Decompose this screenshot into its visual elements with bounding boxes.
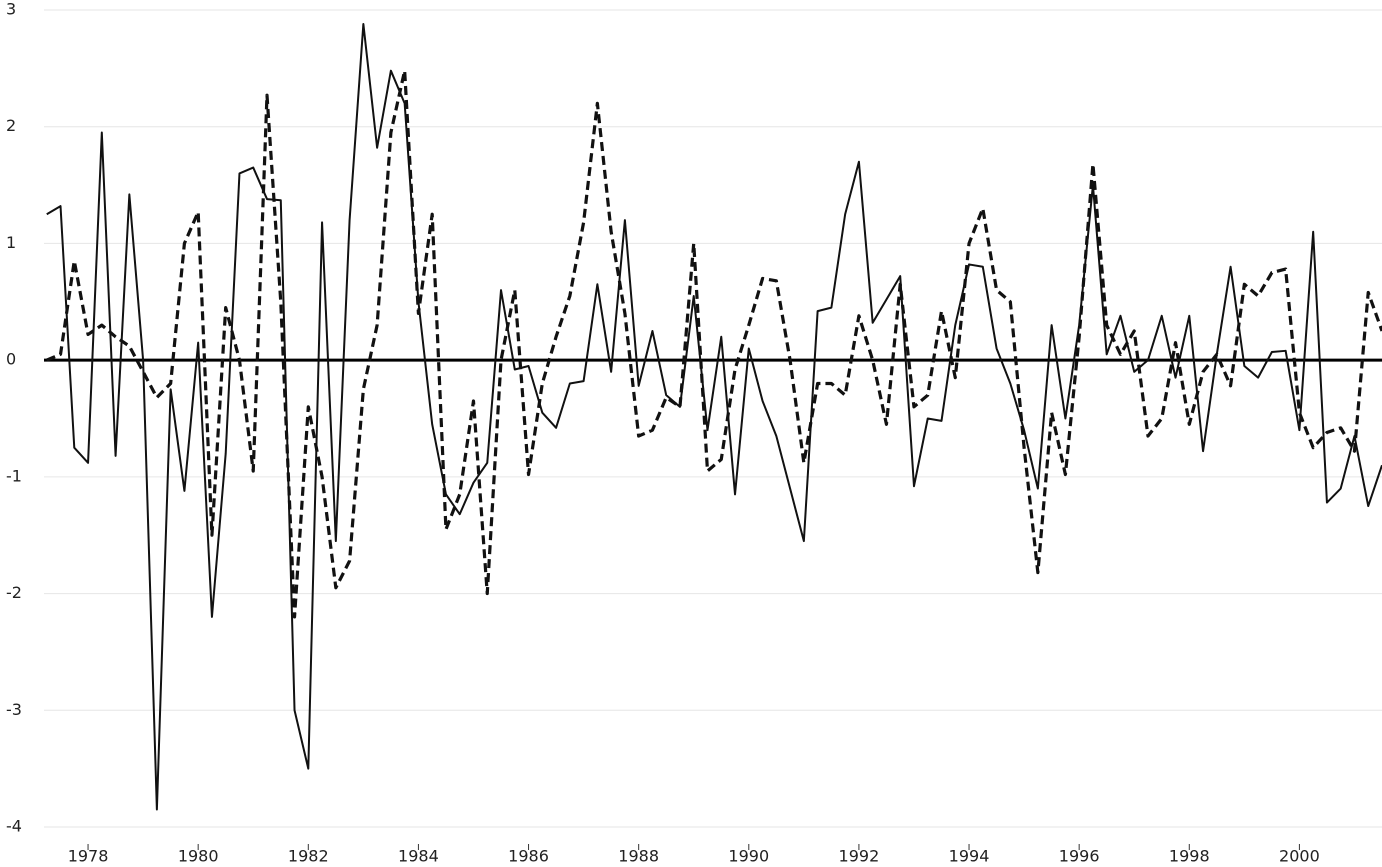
x-tick-label: 1984 bbox=[398, 847, 439, 866]
data-line bbox=[46, 69, 1382, 619]
x-tick-label: 1978 bbox=[68, 847, 109, 866]
x-tick-label: 1998 bbox=[1169, 847, 1210, 866]
x-tick-label: 1994 bbox=[949, 847, 990, 866]
x-tick-label: 1996 bbox=[1059, 847, 1100, 866]
y-tick-label: -3 bbox=[6, 700, 22, 719]
x-tick-label: 1982 bbox=[288, 847, 329, 866]
x-tick-label: 1988 bbox=[618, 847, 659, 866]
x-tick-label: 1990 bbox=[728, 847, 769, 866]
data-line bbox=[46, 23, 1382, 811]
y-tick-label: 1 bbox=[6, 233, 16, 252]
y-tick-label: 0 bbox=[6, 350, 16, 369]
x-tick-label: 1980 bbox=[178, 847, 219, 866]
y-tick-label: 3 bbox=[6, 0, 16, 19]
y-tick-label: -4 bbox=[6, 817, 22, 836]
x-tick-label: 1986 bbox=[508, 847, 549, 866]
y-tick-label: 2 bbox=[6, 116, 16, 135]
y-tick-label: -2 bbox=[6, 583, 22, 602]
x-tick-label: 1992 bbox=[839, 847, 880, 866]
y-tick-label: -1 bbox=[6, 466, 22, 485]
x-tick-label: 2000 bbox=[1279, 847, 1320, 866]
